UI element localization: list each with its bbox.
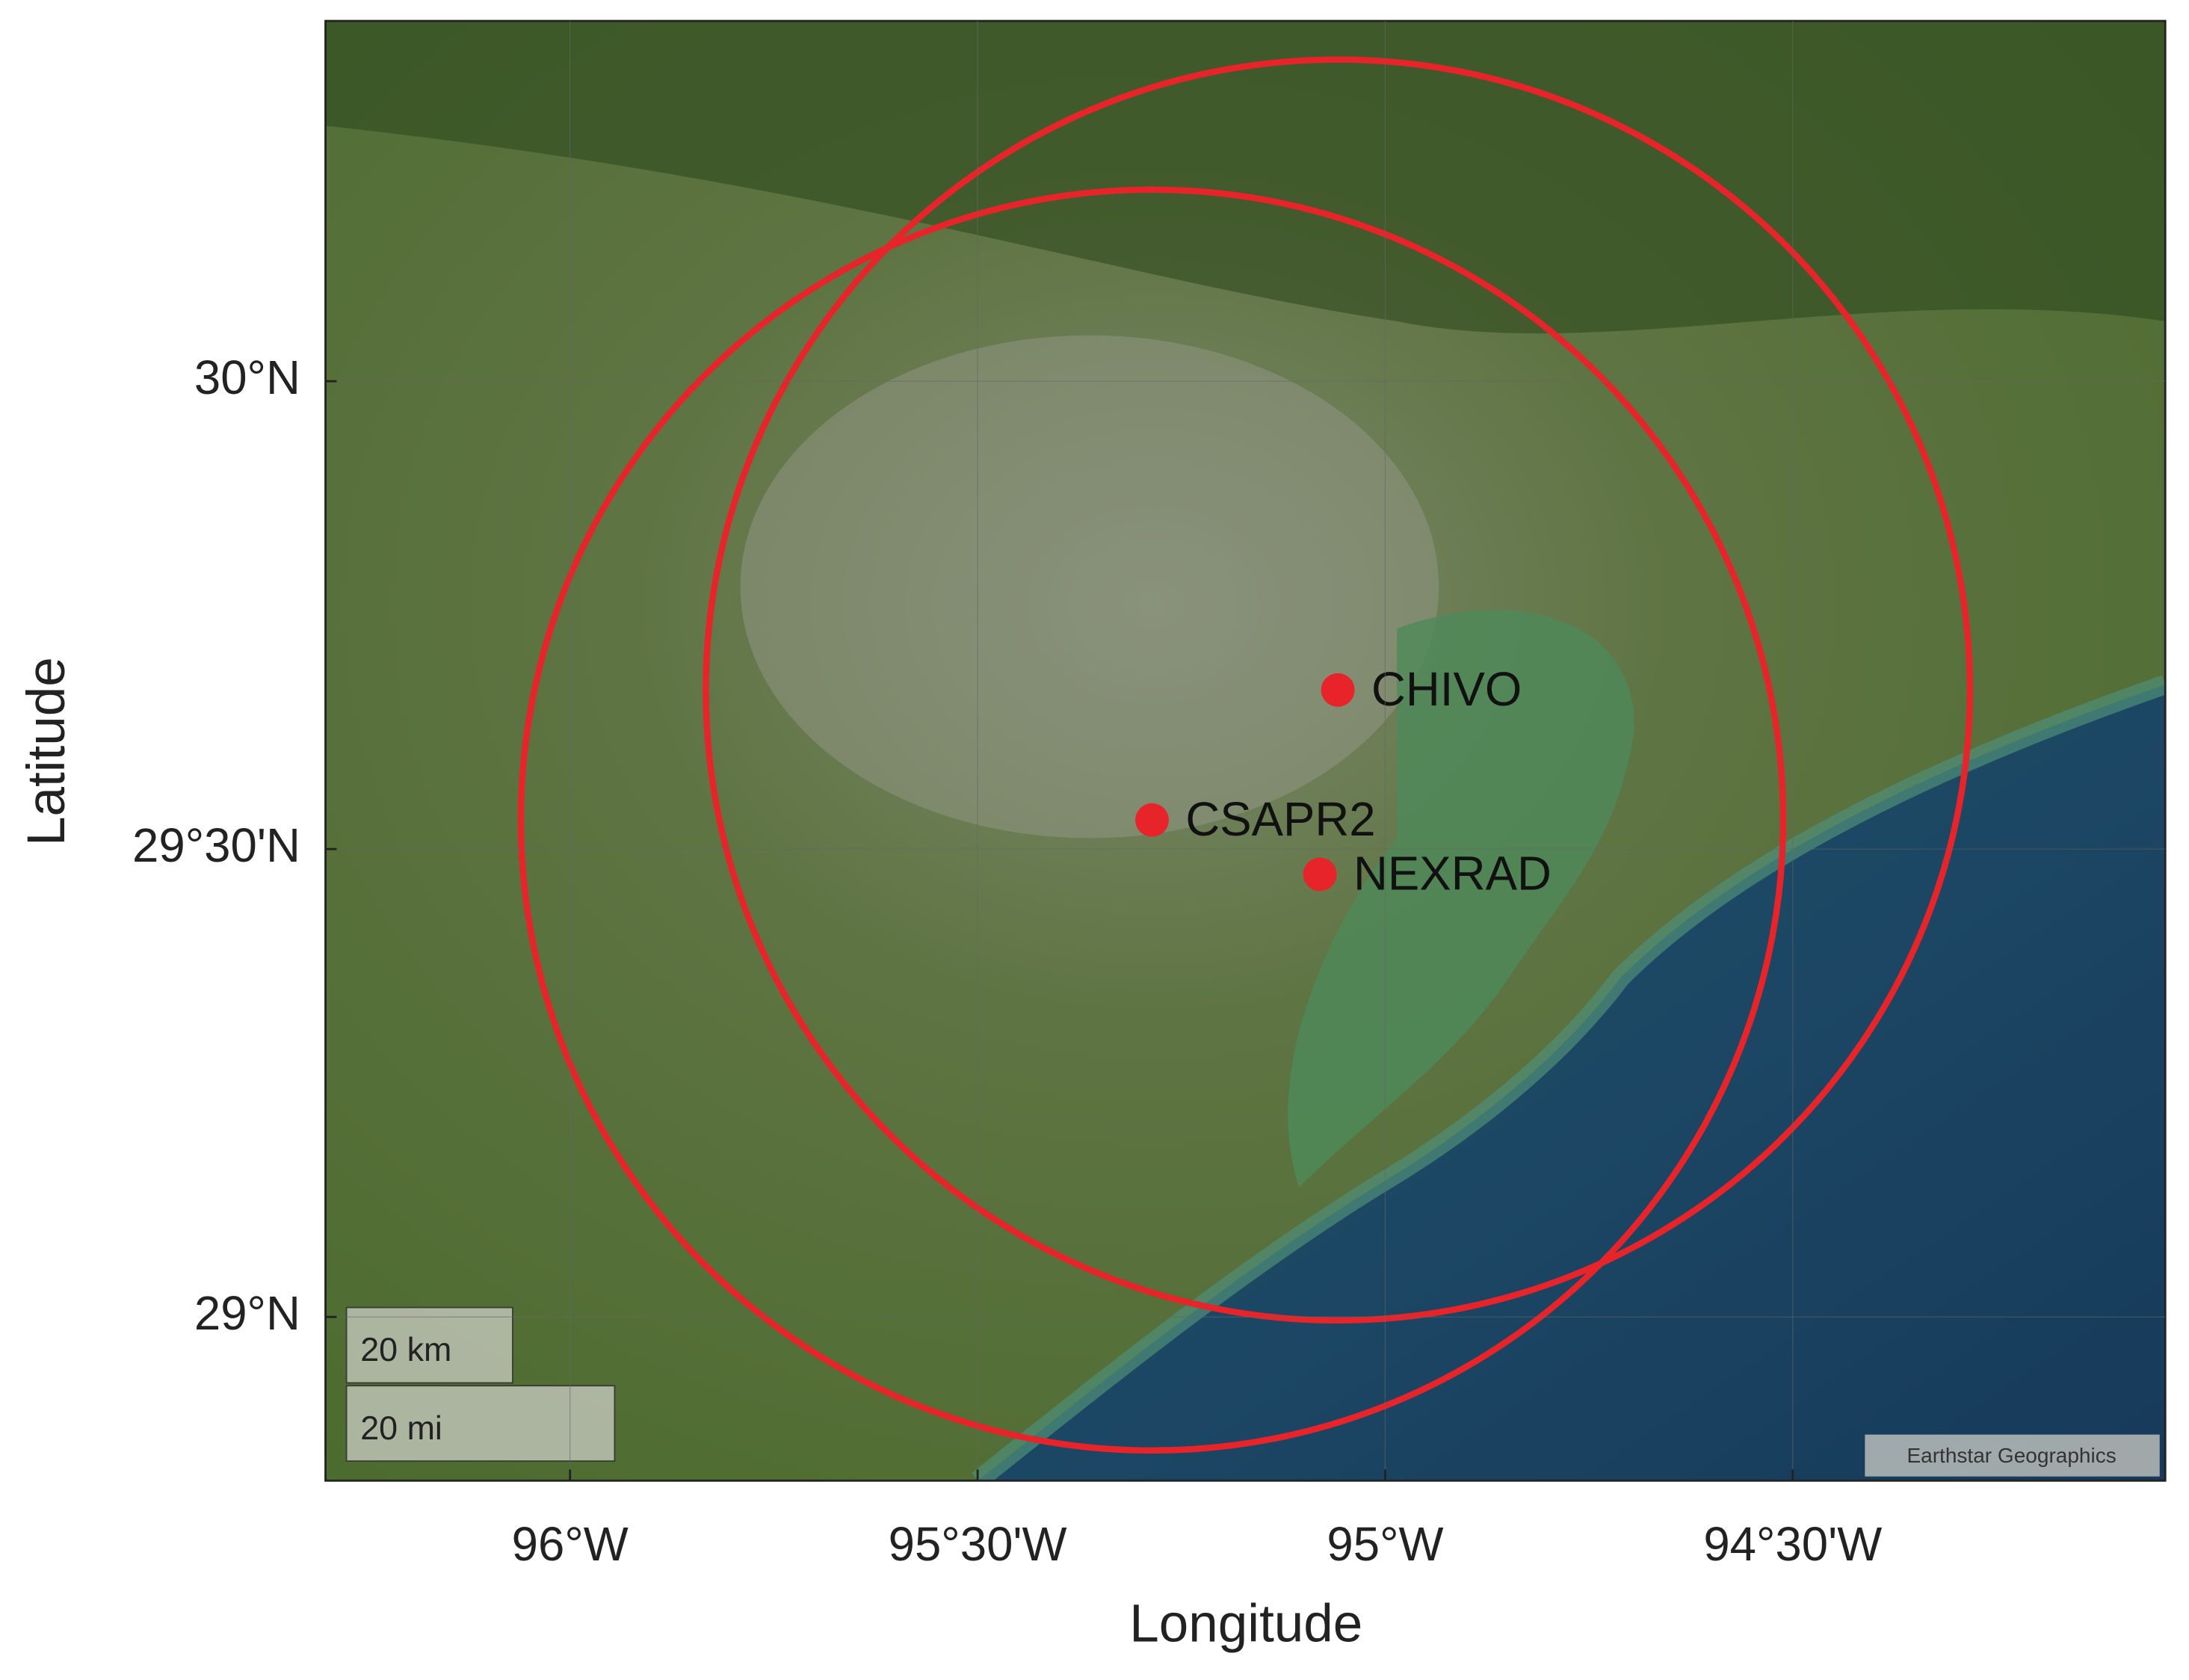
- basemap: [325, 21, 2166, 1481]
- site-marker: [1321, 673, 1355, 707]
- scale-bar-label: 20 km: [360, 1330, 451, 1368]
- x-axis-label: Longitude: [1129, 1594, 1362, 1653]
- y-tick-label: 30°N: [194, 351, 300, 404]
- y-tick-label: 29°N: [194, 1287, 300, 1340]
- site-marker: [1303, 857, 1337, 892]
- site-label: CSAPR2: [1185, 793, 1375, 846]
- range-circle: [517, 186, 1787, 1454]
- site-label: NEXRAD: [1353, 847, 1552, 900]
- x-tick-label: 95°W: [1327, 1518, 1443, 1571]
- attribution-box: [1865, 1434, 2160, 1477]
- x-tick-label: 94°30'W: [1703, 1518, 1882, 1571]
- scale-bar-label: 20 mi: [360, 1409, 442, 1447]
- attribution: Earthstar Geographics: [1907, 1444, 2116, 1467]
- x-tick-label: 96°W: [512, 1518, 629, 1571]
- map-frame: [324, 19, 2167, 1482]
- y-tick-label: 29°30'N: [132, 819, 300, 872]
- site-marker: [1135, 803, 1169, 837]
- scale-bar-box: [345, 1306, 513, 1384]
- site-label: CHIVO: [1371, 663, 1522, 716]
- y-axis-label: Latitude: [17, 657, 76, 846]
- range-circle: [703, 56, 1974, 1324]
- x-tick-label: 95°30'W: [889, 1518, 1067, 1571]
